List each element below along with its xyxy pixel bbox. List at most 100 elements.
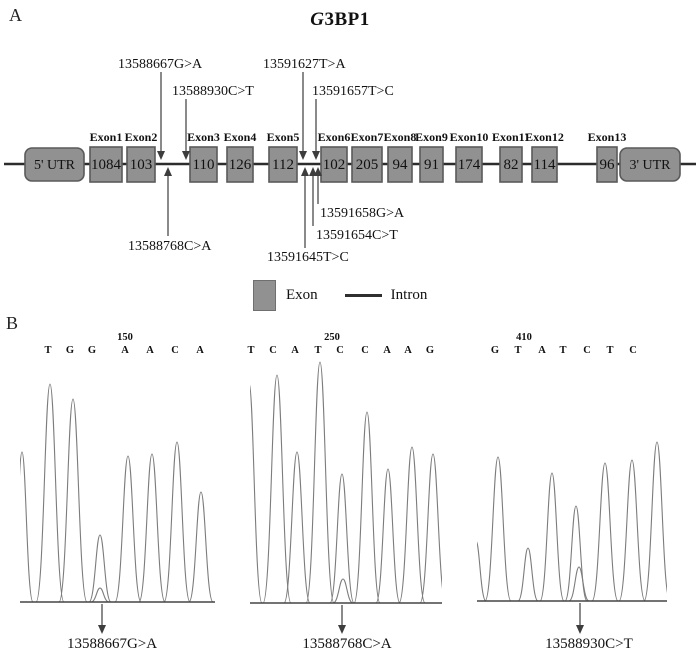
trace-peak [517, 547, 539, 602]
base-call-letter: G [66, 345, 74, 356]
legend-exon-swatch [253, 280, 276, 311]
base-call-letter: A [538, 345, 546, 356]
base-call-letter: C [583, 345, 591, 356]
trace-peak [35, 383, 65, 603]
exon-box [531, 146, 558, 183]
exon-length-value: 110 [193, 157, 215, 173]
read-position-number: 410 [516, 332, 532, 343]
exon-length-value: 1084 [91, 157, 122, 173]
mutation-label: 13588768C>A [128, 239, 212, 254]
trace-peak [305, 361, 335, 604]
base-call-letter: A [196, 345, 204, 356]
panel-b-label: B [6, 313, 19, 333]
exon-box [189, 146, 218, 183]
base-call-letter: A [121, 345, 129, 356]
base-call-letter: A [146, 345, 154, 356]
base-call-letter: A [383, 345, 391, 356]
utr5-box-label: 5' UTR [34, 158, 76, 173]
trace-peak [419, 453, 442, 604]
legend-intron-label: Intron [390, 287, 428, 303]
exon-name-label: Exon2 [125, 130, 158, 144]
exon-name-label: Exon7 [351, 130, 384, 144]
exon-name-label: Exon5 [267, 130, 300, 144]
exon-box [89, 146, 123, 183]
exon-length-value: 82 [504, 157, 519, 173]
base-call-letter: T [247, 345, 254, 356]
exon-length-value: 126 [229, 157, 252, 173]
mutation-label: 13591627T>A [263, 57, 346, 72]
panel-a-label: A [9, 5, 22, 25]
gene-title-rest: 3BP1 [324, 9, 370, 30]
base-call-letter: G [88, 345, 96, 356]
base-call-letter: C [629, 345, 637, 356]
base-call-letter: A [404, 345, 412, 356]
exon-box [596, 146, 618, 183]
exon-length-value: 205 [356, 157, 379, 173]
mutation-arrow-head [182, 151, 190, 160]
exon-length-value: 96 [600, 157, 616, 173]
mutation-label: 13591654C>T [316, 228, 398, 243]
trace-peak [353, 411, 381, 604]
trace-peak [188, 491, 214, 603]
mutation-arrow-head [164, 167, 172, 176]
base-call-letter: C [269, 345, 277, 356]
mutation-label: 13588667G>A [67, 636, 157, 651]
trace-peak [329, 473, 355, 604]
mutation-label: 13591657T>C [312, 84, 394, 99]
base-call-letter: C [171, 345, 179, 356]
exon-length-value: 102 [323, 157, 346, 173]
trace-peak [250, 384, 263, 604]
exon-box [455, 146, 483, 183]
exon-length-value: 174 [458, 157, 481, 173]
exon-box [387, 146, 413, 183]
exon-box [351, 146, 383, 183]
trace-peak [88, 534, 112, 603]
mutation-label: 13588768C>A [302, 636, 391, 651]
trace-peak [477, 541, 487, 602]
exon-name-label: Exon11 [492, 130, 530, 144]
base-call-letter: A [291, 345, 299, 356]
exon-name-label: Exon6 [318, 130, 351, 144]
utr3-box-label: 3' UTR [629, 158, 671, 173]
legend: Exon Intron [253, 280, 427, 311]
base-call-letter: T [514, 345, 521, 356]
exon-length-value: 94 [393, 157, 409, 173]
mutation-label: 13591645T>C [267, 250, 349, 265]
trace-minor-peak [90, 587, 110, 603]
gene-title-italic-part: G [310, 9, 325, 30]
trace-peak [163, 441, 191, 603]
exon-name-label: Exon1 [90, 130, 123, 144]
chromatogram-trace [20, 383, 214, 603]
exon-name-label: Exon12 [525, 130, 564, 144]
trace-peak [375, 468, 401, 604]
legend-intron-line [344, 294, 382, 297]
exon-box [320, 146, 348, 183]
base-call-letter: C [361, 345, 369, 356]
mutation-label: 13588667G>A [118, 57, 203, 72]
trace-peak [58, 398, 88, 603]
base-call-letter: G [491, 345, 499, 356]
exon-name-label: Exon3 [187, 130, 220, 144]
exon-box [419, 146, 444, 183]
utr3-box [619, 147, 681, 182]
mutation-label: 13588930C>T [172, 84, 254, 99]
exon-name-label: Exon13 [588, 130, 627, 144]
trace-peak [618, 459, 646, 602]
trace-peak [20, 451, 34, 603]
gene-title: G3BP1 [0, 9, 680, 31]
trace-peak [484, 456, 512, 602]
exon-box [268, 146, 298, 183]
exon-name-label: Exon10 [450, 130, 489, 144]
exon-box [126, 146, 156, 183]
exon-length-value: 91 [424, 157, 439, 173]
mutation-arrow-head [299, 151, 307, 160]
mutation-arrow-head [338, 625, 346, 634]
mutation-label: 13588930C>T [545, 636, 633, 651]
mutation-arrow-head [157, 151, 165, 160]
chromatogram-trace [477, 441, 667, 602]
trace-peak [539, 472, 565, 602]
trace-peak [283, 451, 311, 604]
trace-peak [262, 374, 292, 604]
mutation-arrow-head [576, 625, 584, 634]
